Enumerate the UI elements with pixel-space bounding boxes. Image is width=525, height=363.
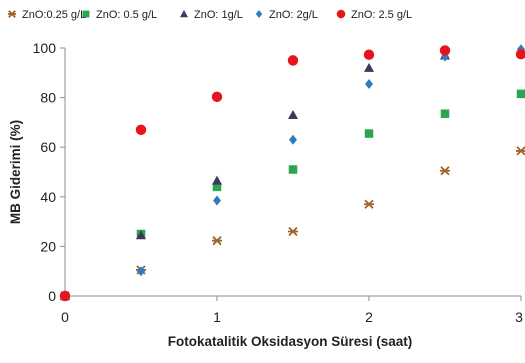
data-point <box>211 91 223 103</box>
data-point <box>516 146 525 156</box>
series-square <box>60 89 525 301</box>
y-tick-label: 40 <box>40 189 56 205</box>
data-point <box>364 199 374 209</box>
legend-marker-square <box>82 10 90 18</box>
data-point <box>364 62 374 72</box>
data-point <box>212 175 222 185</box>
x-ticks: 0 1 2 3 <box>61 296 523 325</box>
data-point <box>515 48 525 60</box>
data-point <box>440 109 450 118</box>
data-point <box>363 49 375 60</box>
data-point <box>439 45 451 56</box>
y-tick-label: 60 <box>40 139 56 155</box>
data-point <box>288 109 298 119</box>
data-point <box>364 129 374 138</box>
y-tick-label: 100 <box>33 40 57 56</box>
data-point <box>289 134 297 145</box>
x-tick-label: 0 <box>61 309 69 325</box>
data-points <box>59 44 525 302</box>
data-point <box>288 165 298 174</box>
data-point <box>212 182 222 192</box>
legend-label: ZnO: 0.5 g/L <box>96 9 157 21</box>
data-point <box>136 230 146 240</box>
data-point <box>59 290 71 302</box>
x-tick-label: 3 <box>515 309 523 325</box>
x-tick-label: 2 <box>365 309 373 325</box>
legend-marker-circle <box>336 9 346 19</box>
y-ticks: 0 20 40 60 80 100 <box>33 40 65 304</box>
series-circle <box>59 45 525 302</box>
legend-marker-star <box>8 10 16 18</box>
data-point <box>440 166 450 176</box>
data-point <box>516 89 525 99</box>
data-point <box>213 195 221 206</box>
legend-label: ZnO: 1g/L <box>194 9 243 21</box>
legend-marker-triangle <box>180 10 188 18</box>
y-axis-title: MB Giderimi (%) <box>8 120 23 224</box>
y-tick-label: 0 <box>48 288 56 304</box>
data-point <box>288 226 298 237</box>
legend-label: ZnO:0.25 g/L <box>22 9 86 21</box>
legend-label: ZnO: 2g/L <box>269 9 318 21</box>
data-point <box>212 236 222 246</box>
axes: 0 20 40 60 80 100 0 1 2 3 MB Giderimi (%) Fotoka… <box>8 40 523 349</box>
y-tick-label: 80 <box>40 90 56 106</box>
x-axis-title: Fotokatalitik Oksidasyon Süresi (saat) <box>168 334 413 349</box>
x-tick-label: 1 <box>213 309 221 325</box>
data-point <box>137 266 145 277</box>
data-point <box>365 78 373 89</box>
data-point <box>135 124 147 136</box>
legend-marker-diamond <box>255 10 263 18</box>
legend: ZnO:0.25 g/L ZnO: 0.5 g/L ZnO: 1g/L ZnO: 2g… <box>8 9 412 21</box>
data-point <box>287 55 299 66</box>
legend-label: ZnO: 2.5 g/L <box>351 9 412 21</box>
y-tick-label: 20 <box>40 238 56 254</box>
